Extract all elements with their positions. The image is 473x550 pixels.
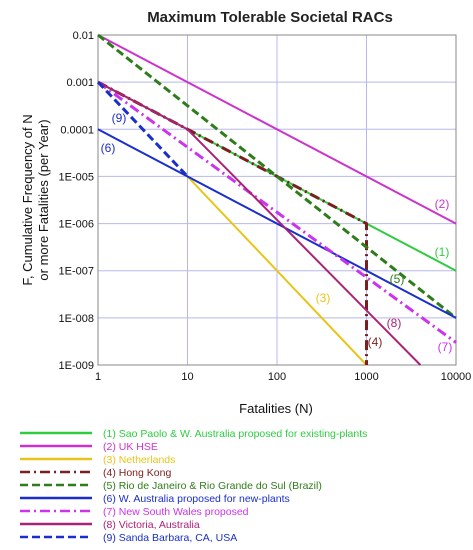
- y-tick-label: 0.001: [66, 77, 94, 89]
- x-tick-label: 1000: [354, 371, 378, 383]
- x-tick-label: 1: [95, 371, 101, 383]
- legend-entry-7: (7) New South Wales proposed: [103, 506, 249, 518]
- series-marker-7: (7): [438, 340, 453, 354]
- plot-border: [97, 34, 457, 366]
- series-line-5: [97, 33, 457, 320]
- y-tick-label: 1E-006: [59, 219, 94, 231]
- series-marker-1: (1): [435, 245, 450, 259]
- x-axis-label: Fatalities (N): [239, 401, 313, 416]
- legend-entry-5: (5) Rio de Janeiro & Rio Grande do Sul (…: [103, 480, 322, 492]
- y-axis-label: F, Cumulative Frequency of Nor more Fata…: [20, 114, 51, 285]
- series-marker-8: (8): [387, 316, 402, 330]
- y-tick-label: 1E-007: [59, 266, 94, 278]
- series-marker-5: (5): [390, 272, 405, 286]
- tick-labels: 1 10 100 1000 10000 0.01 0.001 0.0001 1E-005 1E-0…: [59, 30, 472, 383]
- y-tick-label: 0.01: [73, 30, 94, 42]
- legend-entry-2: (2) UK HSE: [103, 441, 158, 453]
- series-line-9: [96, 81, 189, 178]
- legend-entry-1: (1) Sao Paolo & W. Australia proposed fo…: [103, 428, 367, 440]
- y-tick-label: 1E-009: [59, 360, 94, 372]
- y-tick-label: 1E-005: [59, 171, 94, 183]
- legend-entry-6: (6) W. Australia proposed for new-plants: [103, 493, 290, 505]
- series-line-3: [186, 175, 368, 366]
- series-marker-4: (4): [368, 335, 383, 349]
- series-marker-3: (3): [316, 291, 331, 305]
- series-marker-6: (6): [101, 141, 116, 155]
- series-line-2: [97, 34, 457, 225]
- series-line-8: [97, 81, 422, 366]
- legend-entry-4: (4) Hong Kong: [103, 467, 171, 479]
- legend-entry-9: (9) Sanda Barbara, CA, USA: [103, 532, 237, 544]
- y-tick-label: 1E-008: [59, 313, 94, 325]
- y-axis-label-text: F, Cumulative Frequency of Nor more Fata…: [20, 114, 51, 285]
- series-line-7: [97, 80, 457, 344]
- series-markers: (1) (2) (3) (4) (5) (6) (7) (8) (9): [101, 111, 453, 354]
- series-marker-2: (2): [435, 197, 450, 211]
- legend-entry-8: (8) Victoria, Australia: [103, 519, 200, 531]
- x-tick-label: 10000: [441, 371, 472, 383]
- y-tick-label: 0.0001: [60, 124, 94, 136]
- series-line-6: [97, 128, 457, 319]
- x-tick-label: 10: [181, 371, 193, 383]
- series-lines: [96, 33, 457, 366]
- series-marker-9: (9): [112, 111, 127, 125]
- chart-title: Maximum Tolerable Societal RACs: [147, 9, 393, 26]
- x-tick-label: 100: [268, 371, 286, 383]
- legend-entry-3: (3) Netherlands: [103, 454, 175, 466]
- grid: [97, 34, 457, 366]
- legend: (1) Sao Paolo & W. Australia proposed fo…: [20, 428, 367, 544]
